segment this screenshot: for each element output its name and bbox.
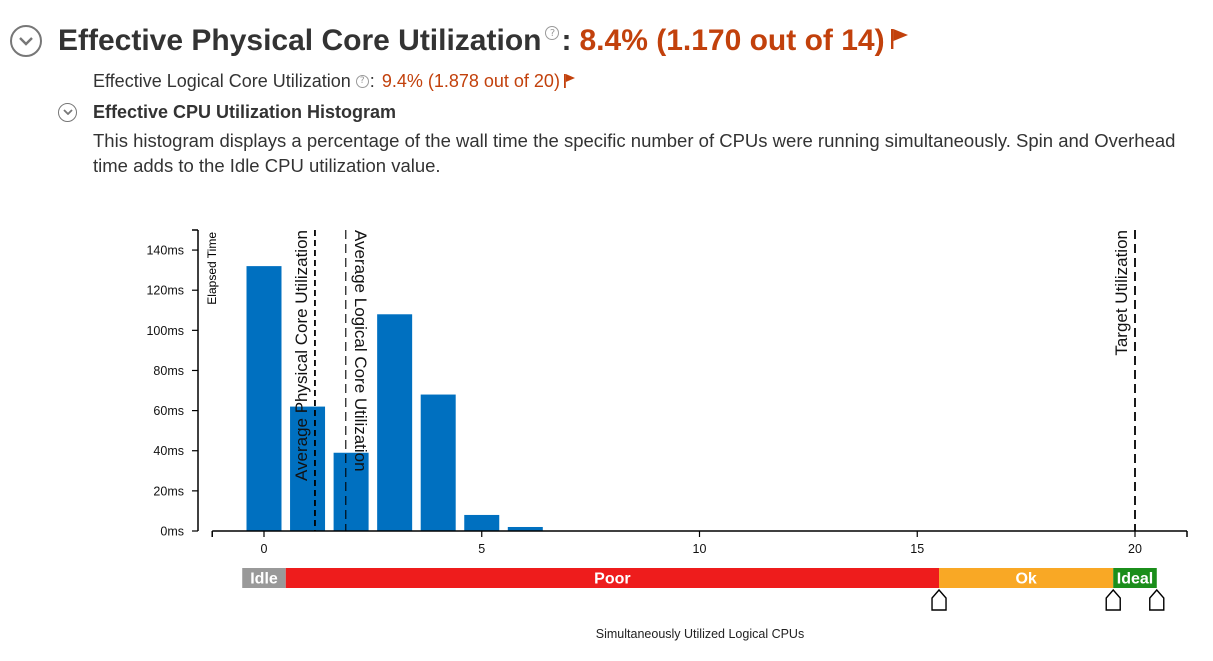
collapse-chevron-icon[interactable] [58,102,77,122]
logical-utilization-value: 9.4% (1.878 out of 20) [381,70,560,91]
y-tick-label: 80ms [153,364,184,378]
y-tick-label: 120ms [146,284,184,298]
y-tick-label: 20ms [153,484,184,498]
histogram-bar [420,394,456,531]
y-tick-label: 60ms [153,404,184,418]
help-icon[interactable]: ? [355,74,369,88]
band-threshold-handle[interactable] [931,588,947,611]
y-axis-label: Elapsed Time [205,232,219,305]
band-threshold-handle[interactable] [1105,588,1121,611]
histogram-description: This histogram displays a percentage of … [93,130,1176,176]
utilization-band-label: Poor [594,571,630,588]
x-tick-label: 5 [478,542,485,556]
x-tick-label: 15 [910,542,924,556]
histogram-section-header: Effective CPU Utilization Histogram [58,100,396,124]
reference-line-label: Average Logical Core Utilization [351,230,370,472]
utilization-band-label: Ok [1015,571,1036,588]
flag-icon [563,74,575,88]
y-tick-label: 40ms [153,444,184,458]
x-tick-label: 10 [693,542,707,556]
physical-utilization-header: Effective Physical Core Utilization ? : … [10,22,911,60]
histogram-bar [464,514,500,531]
header-colon: : [561,24,572,57]
logical-utilization-label: Effective Logical Core Utilization [93,70,351,91]
utilization-band-label: Ideal [1117,571,1153,588]
utilization-band [939,568,1114,588]
page-title: Effective Physical Core Utilization [58,24,542,57]
utilization-band [285,568,940,588]
x-tick-label: 0 [261,542,268,556]
histogram-title: Effective CPU Utilization Histogram [93,101,397,122]
histogram-bar [377,314,413,531]
utilization-band [242,568,286,588]
histogram-bar [507,526,543,531]
reference-line-label: Target Utilization [1112,230,1131,356]
histogram-bar [290,406,326,531]
logical-colon: : [369,70,375,91]
physical-utilization-value: 8.4% (1.170 out of 14) [579,24,885,57]
band-threshold-handle[interactable] [1149,588,1165,611]
reference-line-label: Average Physical Core Utilization [292,230,311,481]
y-tick-label: 140ms [146,244,184,258]
histogram-bar [333,452,369,531]
x-axis-label: Simultaneously Utilized Logical CPUs [596,627,804,641]
collapse-chevron-icon[interactable] [10,25,42,57]
x-tick-label: 20 [1128,542,1142,556]
utilization-band [1113,568,1157,588]
y-tick-label: 100ms [146,324,184,338]
help-icon[interactable]: ? [545,26,560,40]
histogram-bar [246,266,282,531]
utilization-band-label: Idle [250,571,278,588]
flag-icon [890,29,908,49]
logical-utilization-line: Effective Logical Core Utilization ? : 9… [93,69,577,93]
y-tick-label: 0ms [160,525,184,539]
